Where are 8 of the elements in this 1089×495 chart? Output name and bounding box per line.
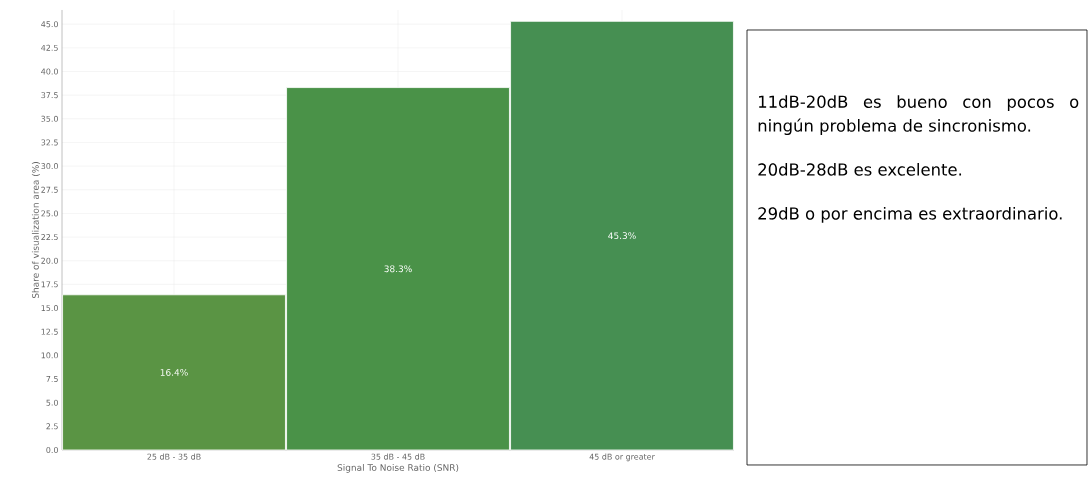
x-axis-title: Signal To Noise Ratio (SNR) (337, 464, 459, 473)
data-label: 16.4% (160, 369, 188, 376)
text: 11dB-20dB es bueno con pocos o ningún problema de sincronismo. (758, 95, 1079, 136)
text: 20dB-28dB es excelente. (758, 163, 962, 176)
data-label: 38.3% (384, 265, 412, 273)
data-label: 45.3% (608, 232, 636, 240)
text: 29dB o por encima es extraordinario. (758, 206, 1062, 223)
y-axis-title: Share of visualization area (%) (31, 162, 40, 299)
